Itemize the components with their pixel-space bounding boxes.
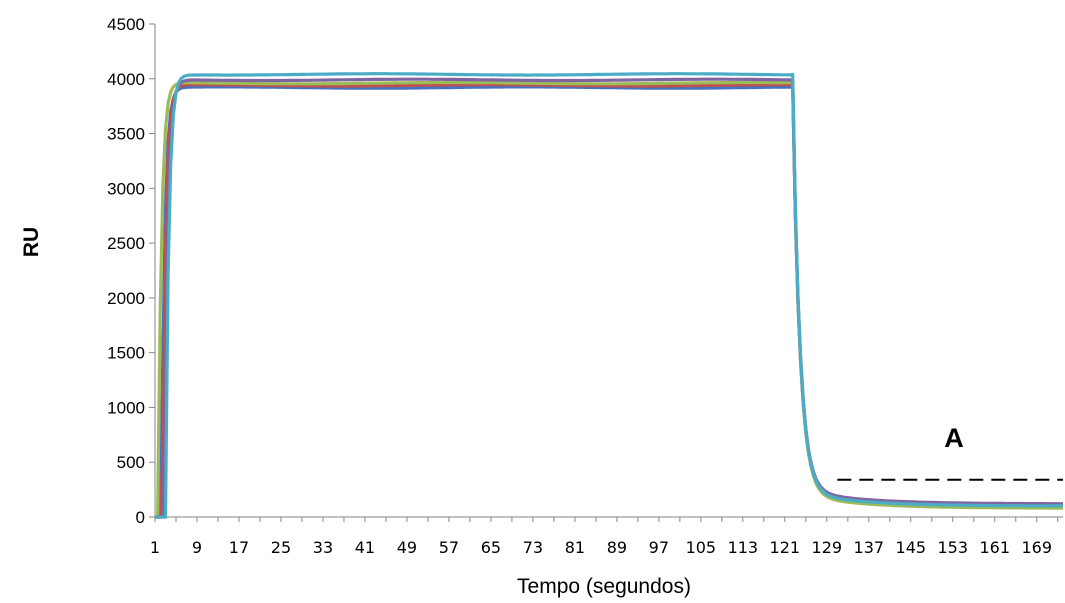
x-tick-label: 105 bbox=[686, 538, 717, 557]
y-tick-label: 1500 bbox=[107, 344, 145, 363]
x-tick-label: 41 bbox=[355, 538, 375, 557]
y-tick-label: 3500 bbox=[107, 125, 145, 144]
x-tick-label: 97 bbox=[649, 538, 669, 557]
x-tick-label: 137 bbox=[854, 538, 885, 557]
annotation-label: A bbox=[944, 423, 964, 453]
y-tick-label: 0 bbox=[136, 508, 145, 527]
y-tick-label: 1000 bbox=[107, 398, 145, 417]
x-tick-label: 65 bbox=[481, 538, 501, 557]
x-tick-label: 145 bbox=[896, 538, 927, 557]
x-tick-label: 25 bbox=[271, 538, 291, 557]
x-tick-label: 49 bbox=[397, 538, 417, 557]
series-line-1 bbox=[155, 85, 1063, 519]
series-layer bbox=[155, 72, 1063, 519]
series-line-2 bbox=[155, 83, 1063, 519]
series-line-4 bbox=[155, 77, 1063, 519]
y-tick-label: 4000 bbox=[107, 70, 145, 89]
y-tick-label: 2500 bbox=[107, 234, 145, 253]
x-tick-label: 1 bbox=[150, 538, 160, 557]
y-axis-title: RU bbox=[20, 227, 43, 257]
x-tick-label: 121 bbox=[770, 538, 801, 557]
x-axis: 1 9 17 25 33 41 49 57 65 73 81 89 97 105 113 121 129 137 1… bbox=[150, 516, 1063, 557]
y-tick-label: 4500 bbox=[107, 15, 145, 34]
x-tick-label: 153 bbox=[938, 538, 969, 557]
x-axis-title: Tempo (segundos) bbox=[517, 575, 691, 598]
x-tick-label: 73 bbox=[523, 538, 543, 557]
y-tick-label: 3000 bbox=[107, 179, 145, 198]
x-tick-label: 113 bbox=[728, 538, 759, 557]
x-tick-label: 129 bbox=[812, 538, 843, 557]
x-tick-label: 81 bbox=[565, 538, 585, 557]
x-tick-label: 17 bbox=[229, 538, 249, 557]
y-tick-label: 500 bbox=[117, 453, 145, 472]
x-tick-label: 169 bbox=[1021, 538, 1052, 557]
x-tick-label: 33 bbox=[313, 538, 333, 557]
series-line-3 bbox=[155, 80, 1063, 519]
series-line-5 bbox=[155, 72, 1063, 519]
x-tick-label: 57 bbox=[439, 538, 459, 557]
y-tick-label: 2000 bbox=[107, 289, 145, 308]
x-tick-label: 161 bbox=[979, 538, 1010, 557]
y-axis: 0 500 1000 1500 2000 2500 3000 3500 4000 4500 bbox=[107, 15, 156, 527]
x-tick-label: 89 bbox=[607, 538, 627, 557]
x-tick-label: 9 bbox=[192, 538, 202, 557]
annotation-layer: A bbox=[837, 423, 1063, 481]
